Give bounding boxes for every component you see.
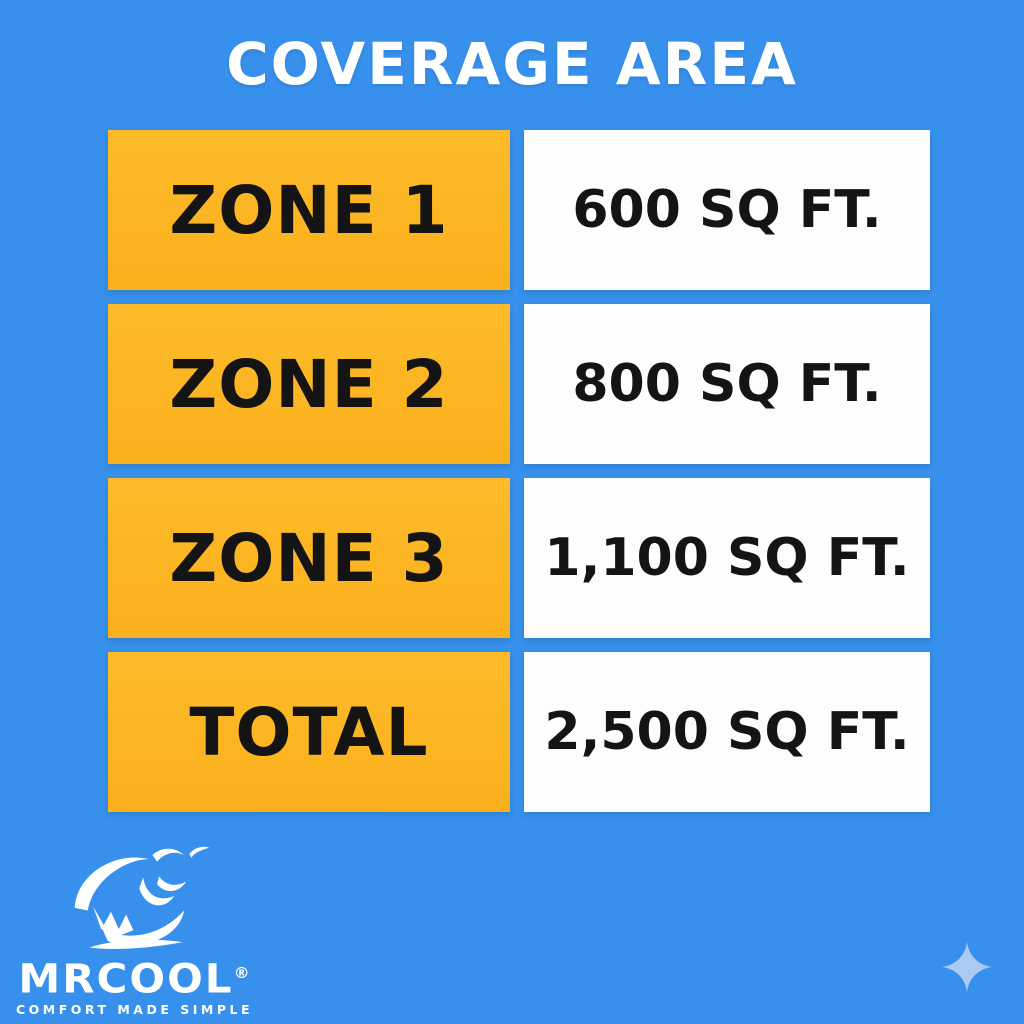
page-title: COVERAGE AREA (226, 30, 798, 98)
table-row: ZONE 3 1,100 SQ FT. (108, 478, 930, 638)
brand-name: MRCOOL (18, 955, 234, 1003)
zone-value-cell: 1,100 SQ FT. (524, 478, 930, 638)
registered-trademark: ® (233, 963, 250, 982)
zone-value-cell: 800 SQ FT. (524, 304, 930, 464)
coverage-table: ZONE 1 600 SQ FT. ZONE 2 800 SQ FT. ZONE… (108, 130, 930, 812)
zone-label-cell: ZONE 1 (108, 130, 510, 290)
table-row: ZONE 2 800 SQ FT. (108, 304, 930, 464)
zone-label-cell: ZONE 2 (108, 304, 510, 464)
mrcool-wordmark: MRCOOL® (16, 958, 252, 999)
zone-label-cell: ZONE 3 (108, 478, 510, 638)
total-label-cell: TOTAL (108, 652, 510, 812)
zone-value-cell: 600 SQ FT. (524, 130, 930, 290)
table-row: ZONE 1 600 SQ FT. (108, 130, 930, 290)
sparkle-icon (941, 941, 993, 993)
brand-tagline: COMFORT MADE SIMPLE (16, 1002, 253, 1017)
mrcool-mascot-icon (74, 846, 210, 950)
mrcool-logo: MRCOOL® COMFORT MADE SIMPLE (16, 842, 252, 1017)
table-row: TOTAL 2,500 SQ FT. (108, 652, 930, 812)
total-value-cell: 2,500 SQ FT. (524, 652, 930, 812)
